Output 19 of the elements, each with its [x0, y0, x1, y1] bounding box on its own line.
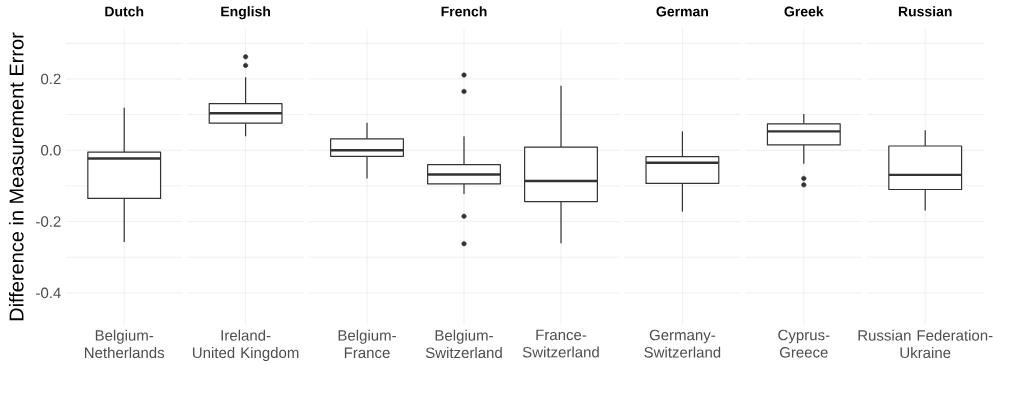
x-tick-label: Russian Federation-Ukraine [858, 329, 993, 359]
chart-title: Dutch [105, 6, 144, 17]
x-tick-label: Cyprus-Greece [778, 329, 830, 358]
y-axis-title: Difference in Measurement Error [8, 32, 24, 321]
y-tick-label: -0.4 [36, 287, 61, 299]
chart-title: German [656, 6, 708, 17]
chart-title: Greek [784, 6, 824, 17]
x-tick-label: Germany-Switzerland [644, 329, 721, 358]
chart-title: French [441, 6, 487, 17]
x-tick-label: Belgium-Netherlands [85, 329, 165, 359]
x-tick-label: France-Switzerland [522, 329, 599, 358]
x-tick-label: Belgium-Switzerland [425, 329, 502, 359]
x-tick-label: Belgium-France [338, 329, 396, 359]
y-tick-label: 0.2 [41, 73, 61, 85]
chart-title: Russian [898, 6, 952, 17]
chart-title: English [221, 6, 271, 20]
y-tick-label: -0.2 [36, 216, 61, 227]
x-tick-label: Ireland-United Kingdom [192, 329, 299, 362]
y-tick-label: 0.0 [41, 144, 61, 156]
